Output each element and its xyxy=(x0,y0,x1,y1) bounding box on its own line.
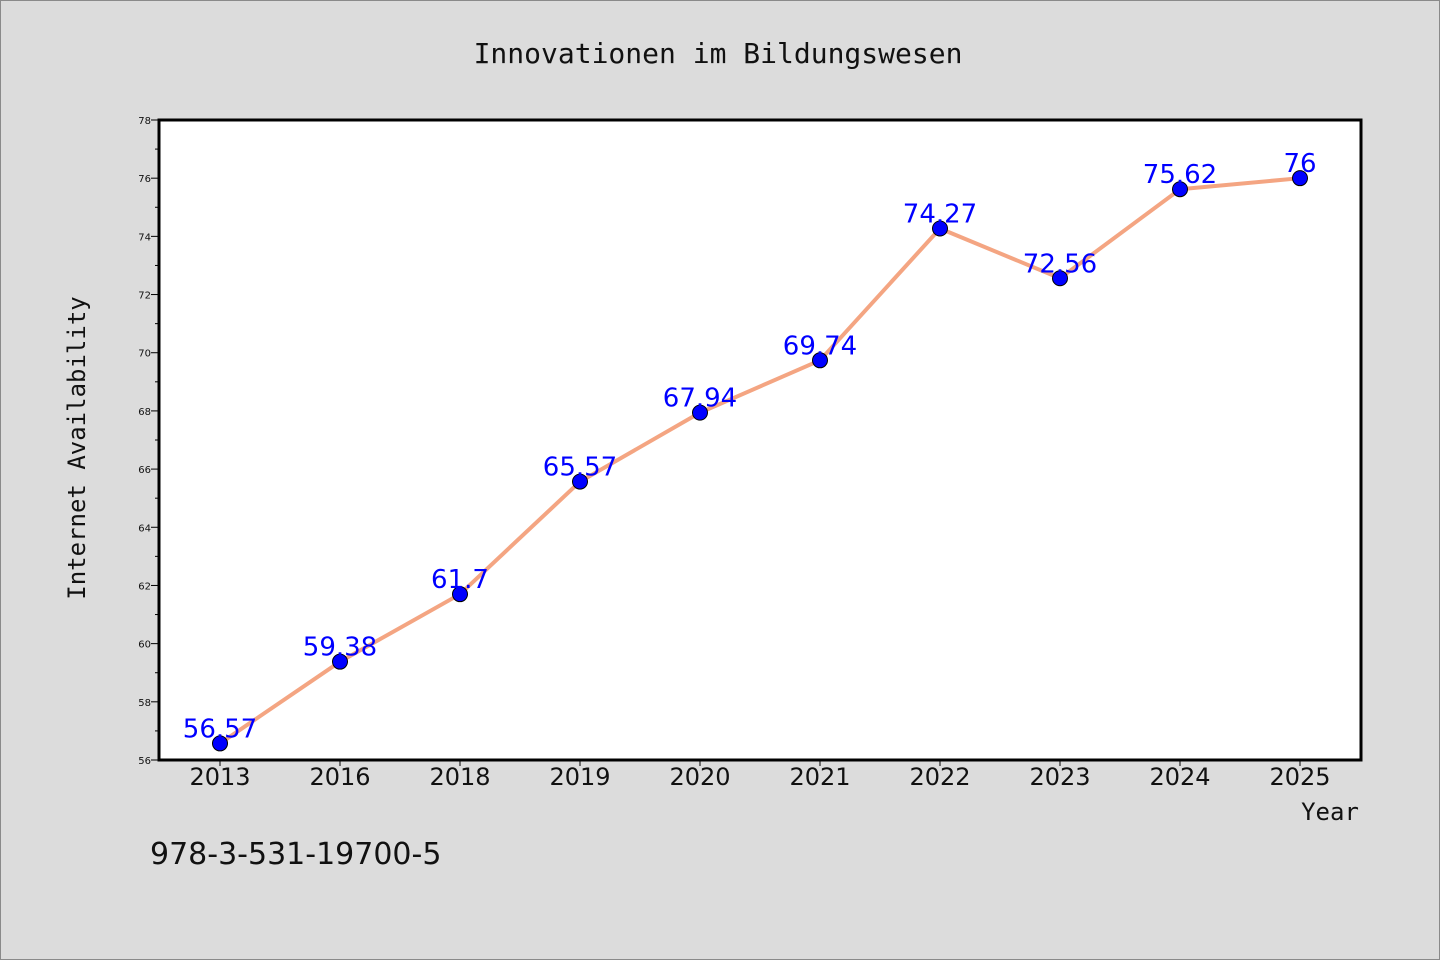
data-point xyxy=(572,473,588,490)
y-tick-label: 62 xyxy=(138,581,151,592)
y-tick-label: 64 xyxy=(138,523,151,534)
data-point xyxy=(812,352,828,369)
chart-title: Innovationen im Bildungswesen xyxy=(474,37,963,70)
x-tick-label: 2025 xyxy=(1269,763,1330,791)
x-tick-label: 2020 xyxy=(669,763,730,791)
y-tick-label: 56 xyxy=(138,756,151,767)
x-axis-label: Year xyxy=(1301,798,1359,826)
data-point xyxy=(212,735,228,752)
data-label: 69.74 xyxy=(783,331,857,361)
data-point xyxy=(1292,170,1308,187)
data-label: 59.38 xyxy=(303,633,377,663)
data-label: 75.62 xyxy=(1143,160,1217,190)
data-point xyxy=(1052,270,1068,287)
y-axis: 56 58 60 62 64 66 68 70 72 74 76 78 xyxy=(138,116,159,767)
x-tick-label: 2021 xyxy=(789,763,850,791)
y-tick-label: 60 xyxy=(138,640,151,651)
y-tick-label: 70 xyxy=(138,349,151,360)
x-tick-label: 2023 xyxy=(1029,763,1090,791)
y-tick-label: 72 xyxy=(138,291,151,302)
y-tick-label: 74 xyxy=(138,232,151,243)
data-label: 72.56 xyxy=(1023,249,1097,279)
x-tick-label: 2016 xyxy=(309,763,370,791)
data-point xyxy=(452,586,468,603)
x-axis: 2013 2016 2018 2019 2020 2021 2022 2023 2024 2025 xyxy=(189,760,1331,791)
x-tick-label: 2022 xyxy=(909,763,970,791)
data-point xyxy=(1172,181,1188,198)
data-label: 65.57 xyxy=(543,453,617,483)
y-axis-label: Internet Availability xyxy=(63,296,91,599)
data-label: 67.94 xyxy=(663,384,737,414)
data-labels: 56.57 59.38 61.7 65.57 67.94 69.74 74.27 72.56 7… xyxy=(183,149,1317,744)
data-label: 76 xyxy=(1283,149,1316,179)
data-label: 56.57 xyxy=(183,714,257,744)
x-tick-label: 2018 xyxy=(429,763,490,791)
y-tick-label: 68 xyxy=(138,407,151,418)
data-point xyxy=(332,653,348,670)
y-tick-label: 58 xyxy=(138,698,151,709)
x-tick-label: 2019 xyxy=(549,763,610,791)
data-point xyxy=(932,220,948,237)
isbn-text: 978-3-531-19700-5 xyxy=(150,837,441,872)
x-tick-label: 2024 xyxy=(1149,763,1210,791)
series-polyline xyxy=(218,176,1301,746)
data-point xyxy=(692,404,708,421)
data-label: 74.27 xyxy=(903,200,977,230)
plot-area xyxy=(157,118,1363,762)
series-line xyxy=(212,170,1308,752)
y-tick-label: 78 xyxy=(138,116,151,127)
x-tick-label: 2013 xyxy=(189,763,250,791)
y-tick-label: 76 xyxy=(138,174,151,185)
data-label: 61.7 xyxy=(431,565,489,595)
y-tick-label: 66 xyxy=(138,465,151,476)
